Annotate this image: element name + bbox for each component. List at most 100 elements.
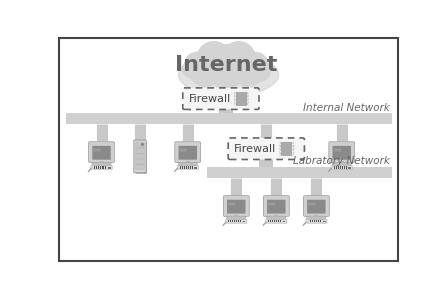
Bar [274,220,275,223]
FancyBboxPatch shape [134,140,146,173]
Bar [278,220,279,223]
FancyBboxPatch shape [267,200,285,214]
Bar [280,220,281,223]
Bar [274,215,278,216]
FancyBboxPatch shape [227,216,246,219]
Polygon shape [279,142,281,144]
Text: Firewall: Firewall [189,94,231,104]
Bar [323,221,326,223]
Polygon shape [292,153,294,156]
Bar [344,166,345,169]
Bar [232,220,233,223]
Bar [348,167,351,169]
Polygon shape [234,103,236,106]
Polygon shape [234,100,236,103]
Polygon shape [279,147,281,150]
Polygon shape [292,144,294,147]
Bar [234,220,235,223]
Bar [136,142,147,173]
Ellipse shape [182,55,271,84]
Polygon shape [279,153,281,156]
Bar [342,166,343,169]
FancyBboxPatch shape [178,146,197,160]
Bar [102,166,103,169]
FancyBboxPatch shape [93,149,101,152]
Bar [228,220,229,223]
FancyBboxPatch shape [303,196,329,216]
FancyBboxPatch shape [136,165,144,169]
Circle shape [243,52,268,77]
Bar [192,166,193,169]
Polygon shape [247,94,249,97]
Bar [240,220,241,223]
Bar [108,167,111,169]
Polygon shape [234,92,236,94]
Bar [182,166,183,169]
Bar [313,220,314,223]
Polygon shape [279,150,281,153]
Polygon shape [247,92,249,94]
Bar [186,166,187,169]
Polygon shape [279,144,281,147]
Bar [314,215,318,216]
Circle shape [197,42,231,75]
Bar [310,220,311,223]
FancyBboxPatch shape [91,165,112,169]
Bar [340,161,344,163]
Bar [281,142,292,156]
Bar [338,166,339,169]
Ellipse shape [178,54,279,96]
Bar [316,220,318,223]
Bar [180,166,181,169]
FancyBboxPatch shape [183,88,259,110]
Polygon shape [234,97,236,100]
FancyBboxPatch shape [228,138,305,160]
Polygon shape [292,147,294,150]
Polygon shape [247,100,249,103]
Bar [340,166,341,169]
Bar [309,220,310,223]
FancyBboxPatch shape [178,162,197,165]
Bar [105,166,107,169]
Circle shape [141,144,143,145]
FancyBboxPatch shape [333,146,351,160]
FancyBboxPatch shape [329,142,355,163]
Bar [207,167,392,178]
Polygon shape [292,142,294,144]
FancyBboxPatch shape [308,202,316,206]
FancyBboxPatch shape [175,142,201,163]
Polygon shape [234,94,236,97]
Bar [186,161,190,163]
Bar [283,221,285,223]
Bar [346,166,347,169]
FancyBboxPatch shape [306,220,327,223]
Bar [334,166,335,169]
Bar [99,161,103,163]
Bar [238,220,239,223]
FancyBboxPatch shape [331,165,352,169]
Bar [94,166,95,169]
Circle shape [205,45,248,88]
Bar [99,166,100,169]
Bar [236,220,237,223]
Circle shape [185,52,209,77]
FancyBboxPatch shape [136,159,144,164]
Bar [314,220,315,223]
Bar [336,166,337,169]
FancyBboxPatch shape [264,196,289,216]
FancyBboxPatch shape [334,149,341,152]
FancyBboxPatch shape [266,220,287,223]
Bar [270,220,272,223]
FancyBboxPatch shape [136,143,144,148]
Circle shape [189,56,220,86]
Bar [66,113,392,124]
FancyBboxPatch shape [136,148,144,153]
Bar [190,166,191,169]
Text: Firewall: Firewall [234,144,277,154]
Polygon shape [247,103,249,106]
Bar [234,215,238,216]
Bar [243,221,245,223]
Circle shape [250,61,270,81]
FancyBboxPatch shape [89,142,115,163]
Circle shape [232,56,263,86]
